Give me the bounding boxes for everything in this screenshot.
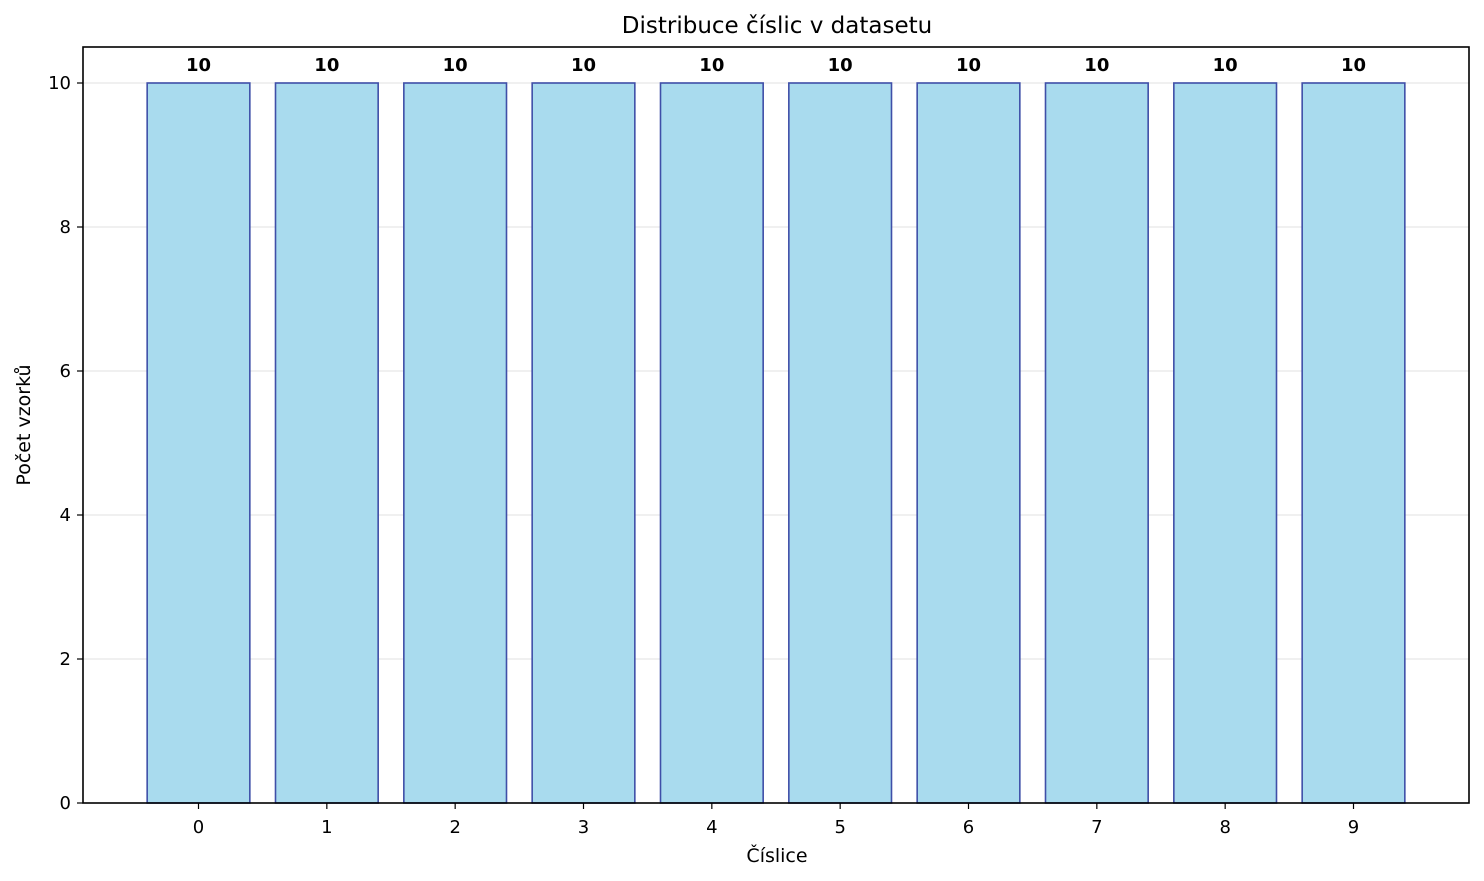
x-tick-label: 3 <box>578 817 589 838</box>
bar <box>1173 82 1278 804</box>
x-tick-label: 5 <box>834 817 845 838</box>
data-label: 10 <box>1341 55 1366 76</box>
bar <box>274 82 379 804</box>
y-tick-label: 10 <box>48 73 71 94</box>
data-label: 10 <box>314 55 339 76</box>
y-axis-label: Počet vzorků <box>13 364 35 485</box>
bar <box>531 82 636 804</box>
x-tick-label: 6 <box>963 817 974 838</box>
bar <box>1301 82 1406 804</box>
bar <box>788 82 893 804</box>
data-label: 10 <box>186 55 211 76</box>
x-tick-label: 1 <box>321 817 332 838</box>
data-label: 10 <box>571 55 596 76</box>
plot-frame <box>82 46 1470 804</box>
x-tick-label: 8 <box>1219 817 1230 838</box>
x-axis: 0 1 2 3 4 5 6 7 8 9 <box>193 803 1359 838</box>
x-tick-label: 4 <box>706 817 717 838</box>
y-tick-label: 2 <box>60 649 71 670</box>
x-tick-label: 2 <box>449 817 460 838</box>
data-label: 10 <box>443 55 468 76</box>
x-tick-label: 7 <box>1091 817 1102 838</box>
bar <box>916 82 1021 804</box>
y-axis: 0 2 4 6 8 10 <box>48 73 83 814</box>
x-tick-label: 9 <box>1348 817 1359 838</box>
bar <box>1044 82 1149 804</box>
data-label: 10 <box>699 55 724 76</box>
bar <box>403 82 508 804</box>
x-axis-label: Číslice <box>746 843 807 867</box>
y-tick-label: 4 <box>60 505 71 526</box>
y-tick-label: 0 <box>60 793 71 814</box>
bars <box>146 82 1406 804</box>
bar <box>659 82 764 804</box>
data-labels: 10 10 10 10 10 10 10 10 10 10 <box>186 55 1366 76</box>
bar <box>146 82 251 804</box>
y-tick-label: 8 <box>60 217 71 238</box>
data-label: 10 <box>1213 55 1238 76</box>
data-label: 10 <box>1084 55 1109 76</box>
chart-title: Distribuce číslic v datasetu <box>622 13 932 39</box>
x-tick-label: 0 <box>193 817 204 838</box>
data-label: 10 <box>828 55 853 76</box>
data-label: 10 <box>956 55 981 76</box>
y-tick-label: 6 <box>60 361 71 382</box>
